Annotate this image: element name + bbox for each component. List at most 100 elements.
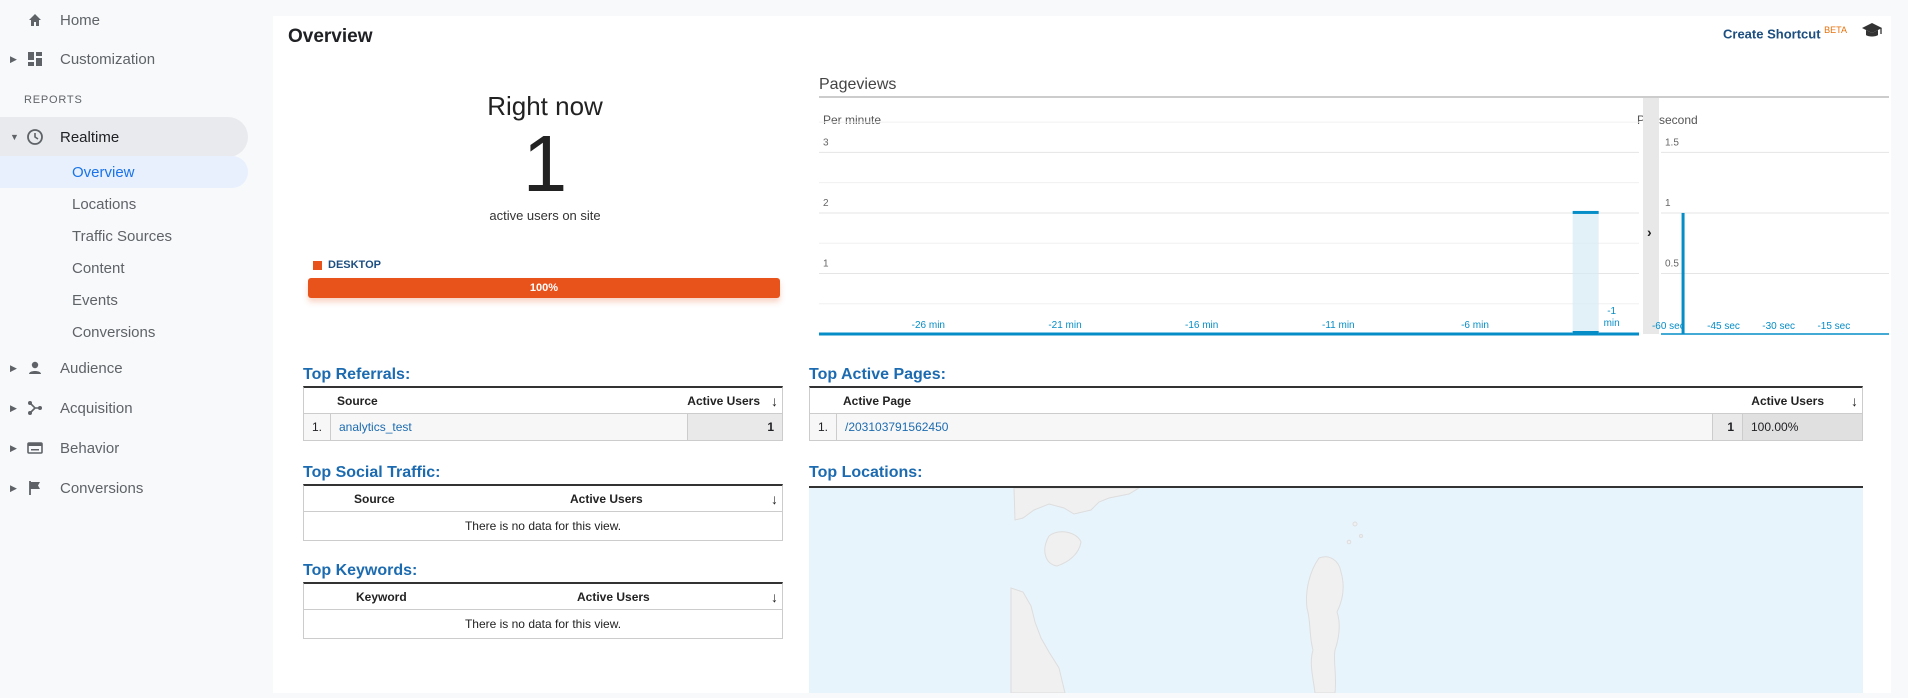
device-label: DESKTOP <box>328 259 381 271</box>
sidebar-subitem-traffic-sources[interactable]: Traffic Sources <box>72 227 173 245</box>
create-shortcut-link[interactable]: Create Shortcut BETA <box>1723 25 1847 41</box>
col-source[interactable]: Source <box>354 491 395 506</box>
sidebar-item-home[interactable]: Home <box>0 0 248 40</box>
top-social-table: Source Active Users ↓ There is no data f… <box>303 484 783 541</box>
sidebar-item-customization[interactable]: ▶ Customization <box>0 39 248 79</box>
table-header: Active Page Active Users ↓ <box>810 388 1862 414</box>
sidebar-item-label: Audience <box>60 359 123 377</box>
top-locations-title: Top Locations: <box>809 464 923 481</box>
table-row: 1. /203103791562450 1 100.00% <box>810 414 1862 440</box>
right-now-title: Right now <box>487 91 603 121</box>
flag-icon <box>25 478 45 498</box>
dashboard-icon <box>25 49 45 69</box>
map-landmass <box>1306 556 1344 694</box>
sidebar-item-label: Acquisition <box>60 399 133 417</box>
y-tick-label: 1 <box>1665 198 1671 209</box>
expand-caret-icon[interactable]: ▶ <box>10 402 17 413</box>
top-keywords-title: Top Keywords: <box>303 562 418 579</box>
empty-message: There is no data for this view. <box>464 519 622 533</box>
expand-caret-icon[interactable]: ▶ <box>10 362 17 373</box>
sort-down-icon[interactable]: ↓ <box>771 392 778 409</box>
active-page-link[interactable]: /203103791562450 <box>845 420 949 434</box>
sidebar-item-acquisition[interactable]: ▶ Acquisition <box>0 388 248 428</box>
x-tick-label: -16 min <box>1185 320 1218 331</box>
col-active-users[interactable]: Active Users <box>577 589 650 604</box>
expand-caret-icon[interactable]: ▶ <box>10 482 17 493</box>
sidebar-item-label: Home <box>60 11 101 29</box>
sort-down-icon[interactable]: ↓ <box>771 490 778 507</box>
expand-caret-icon[interactable]: ▶ <box>10 442 17 453</box>
desktop-swatch <box>313 260 322 270</box>
x-tick-label: -15 sec <box>1817 321 1850 332</box>
main-panel: Overview Create Shortcut BETA Right now … <box>273 16 1891 694</box>
bar-highlight <box>1572 212 1599 334</box>
x-tick-label: -11 min <box>1322 320 1355 331</box>
top-referrals-table: Source Active Users ↓ 1. analytics_test … <box>303 386 783 441</box>
x-tick-label: -1 <box>1607 306 1616 317</box>
map-landmass <box>1010 587 1066 694</box>
table-header: Keyword Active Users ↓ <box>304 584 782 610</box>
table-header: Source Active Users ↓ <box>304 388 782 414</box>
row-index: 1. <box>818 420 829 434</box>
sidebar-item-label: Conversions <box>60 479 144 497</box>
referral-source-link[interactable]: analytics_test <box>339 420 412 434</box>
page-users-value: 1 <box>1712 414 1742 440</box>
top-pages-table: Active Page Active Users ↓ 1. /203103791… <box>809 386 1863 441</box>
sidebar-subitem-events[interactable]: Events <box>72 291 118 309</box>
table-row: 1. analytics_test 1 <box>304 414 782 440</box>
page-title: Overview <box>288 26 373 47</box>
top-referrals-title: Top Referrals: <box>303 366 411 383</box>
home-icon <box>25 10 45 30</box>
clock-icon <box>25 127 45 147</box>
bar-base <box>1572 331 1599 335</box>
sidebar-subitem-conversions[interactable]: Conversions <box>72 323 156 341</box>
sidebar-item-behavior[interactable]: ▶ Behavior <box>0 428 248 468</box>
sidebar-item-label: Realtime <box>60 128 120 146</box>
sort-down-icon[interactable]: ↓ <box>771 588 778 605</box>
sort-down-icon[interactable]: ↓ <box>1851 392 1858 409</box>
x-tick-label: -45 sec <box>1707 321 1740 332</box>
create-shortcut-label: Create Shortcut <box>1723 26 1821 42</box>
right-now-panel: Right now 1 active users on site <box>303 91 787 223</box>
device-legend: DESKTOP <box>313 259 381 271</box>
sidebar-item-label: Customization <box>60 50 156 68</box>
referral-users-value: 1 <box>687 414 782 440</box>
desktop-share-label: 100% <box>529 282 559 294</box>
sidebar-subitem-locations[interactable]: Locations <box>72 195 137 213</box>
sidebar: Home ▶ Customization REPORTS ▼ Realtime … <box>0 0 262 693</box>
sidebar-item-realtime[interactable]: ▼ Realtime <box>0 117 248 157</box>
x-tick-label: min <box>1604 318 1620 329</box>
desktop-share-bar: 100% <box>308 278 780 298</box>
row-index: 1. <box>312 420 323 434</box>
expand-arrow-icon[interactable]: › <box>1647 224 1652 240</box>
sidebar-item-conversions[interactable]: ▶ Conversions <box>0 468 248 508</box>
col-active-users[interactable]: Active Users <box>570 491 643 506</box>
x-tick-label: -6 min <box>1461 320 1489 331</box>
map-landmass <box>1044 531 1082 567</box>
y-tick-label: 1.5 <box>1665 137 1679 148</box>
col-active-page[interactable]: Active Page <box>843 393 912 408</box>
acquisition-icon <box>25 398 45 418</box>
sidebar-item-audience[interactable]: ▶ Audience <box>0 348 248 388</box>
collapse-caret-icon[interactable]: ▼ <box>10 132 19 142</box>
col-active-users[interactable]: Active Users <box>1751 393 1824 408</box>
graduation-cap-icon[interactable] <box>1861 22 1883 45</box>
sidebar-item-label: Behavior <box>60 439 120 457</box>
x-tick-label: -26 min <box>912 320 945 331</box>
map-landmass <box>1013 487 1141 521</box>
bar <box>1572 210 1599 214</box>
expand-caret-icon[interactable]: ▶ <box>10 53 17 64</box>
col-source[interactable]: Source <box>337 393 378 408</box>
locations-map[interactable] <box>809 486 1863 694</box>
sidebar-subitem-overview[interactable]: Overview <box>0 156 248 188</box>
x-tick-label: -21 min <box>1048 320 1081 331</box>
reports-section-label: REPORTS <box>24 94 83 106</box>
y-tick-label: 2 <box>823 198 829 209</box>
col-keyword[interactable]: Keyword <box>356 589 407 604</box>
per-minute-label: Per minute <box>823 113 881 127</box>
top-pages-title: Top Active Pages: <box>809 366 946 383</box>
col-active-users[interactable]: Active Users <box>687 393 760 408</box>
y-tick-label: 1 <box>823 258 829 269</box>
beta-badge: BETA <box>1824 25 1847 35</box>
sidebar-subitem-content[interactable]: Content <box>72 259 125 277</box>
